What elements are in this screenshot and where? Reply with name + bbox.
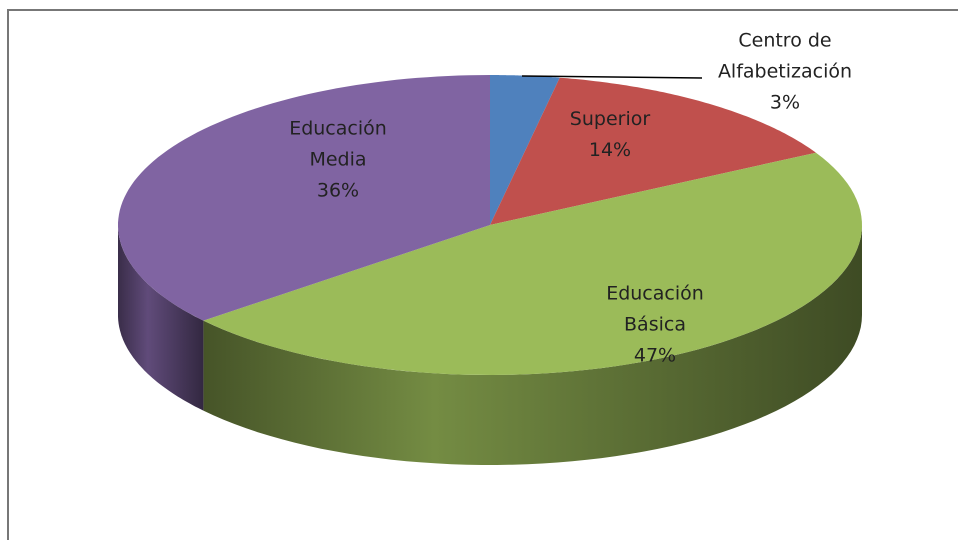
category-label: Educación Media — [289, 117, 387, 171]
pie-side — [203, 225, 862, 465]
percent-label: 47% — [633, 344, 677, 367]
pie-side — [118, 225, 204, 411]
data-label: Centro de Alfabetización 3% — [715, 26, 855, 119]
percent-label: 3% — [769, 91, 801, 114]
pie-sides — [118, 225, 862, 465]
percent-label: 36% — [316, 179, 360, 202]
data-label: Educación Básica 47% — [595, 279, 715, 372]
data-label: Educación Media 36% — [278, 114, 398, 207]
leader-line — [521, 75, 703, 79]
category-label: Superior — [569, 108, 651, 130]
pie-slice — [490, 75, 560, 225]
data-label: Superior 14% — [555, 104, 665, 166]
pie-tops — [118, 75, 862, 375]
pie-slice — [203, 152, 862, 375]
pie-slice — [490, 77, 816, 225]
category-label: Centro de Alfabetización — [717, 29, 853, 83]
percent-label: 14% — [588, 139, 632, 161]
pie-slice — [118, 75, 490, 321]
category-label: Educación Básica — [606, 282, 704, 336]
